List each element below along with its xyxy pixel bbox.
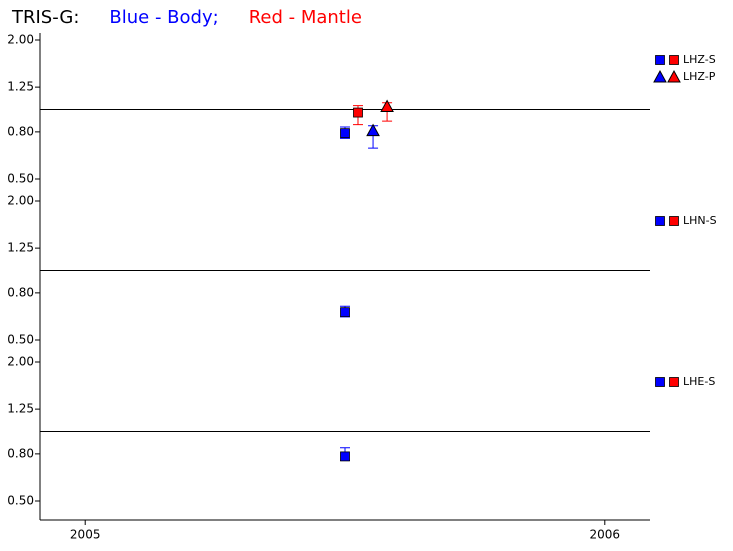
legend-label: LHZ-P <box>683 70 716 83</box>
x-tick-label: 2005 <box>70 528 101 542</box>
y-tick-label: 1.25 <box>7 80 34 94</box>
point <box>380 99 394 113</box>
legend-marker <box>655 216 665 226</box>
x-tick-label: 2006 <box>590 528 621 542</box>
y-tick-label: 2.00 <box>7 355 34 369</box>
legend-marker <box>653 69 667 83</box>
y-tick-label: 0.50 <box>7 333 34 347</box>
legend-marker <box>655 377 665 387</box>
y-tick-label: 0.80 <box>7 446 34 460</box>
title-part: TRIS-G: <box>11 7 79 28</box>
point <box>340 307 350 318</box>
legend-marker <box>669 216 679 226</box>
y-tick-label: 0.50 <box>7 494 34 508</box>
y-tick-label: 0.50 <box>7 172 34 186</box>
title-part: Red - Mantle <box>249 7 362 28</box>
y-tick-label: 2.00 <box>7 194 34 208</box>
point <box>366 123 380 137</box>
legend-label: LHZ-S <box>683 53 716 66</box>
point <box>353 107 363 118</box>
title-part: Blue - Body; <box>109 7 218 28</box>
y-tick-label: 0.80 <box>7 285 34 299</box>
point <box>340 128 350 139</box>
legend-marker <box>669 55 679 65</box>
legend-marker <box>667 69 681 83</box>
y-tick-label: 0.80 <box>7 124 34 138</box>
legend-marker <box>669 377 679 387</box>
legend-label: LHN-S <box>683 214 717 227</box>
y-tick-label: 1.25 <box>7 402 34 416</box>
legend-marker <box>655 55 665 65</box>
legend-label: LHE-S <box>683 375 715 388</box>
y-tick-label: 2.00 <box>7 33 34 47</box>
chart-title: TRIS-G: Blue - Body; Red - Mantle <box>11 7 362 28</box>
point <box>340 451 350 462</box>
y-tick-label: 1.25 <box>7 241 34 255</box>
